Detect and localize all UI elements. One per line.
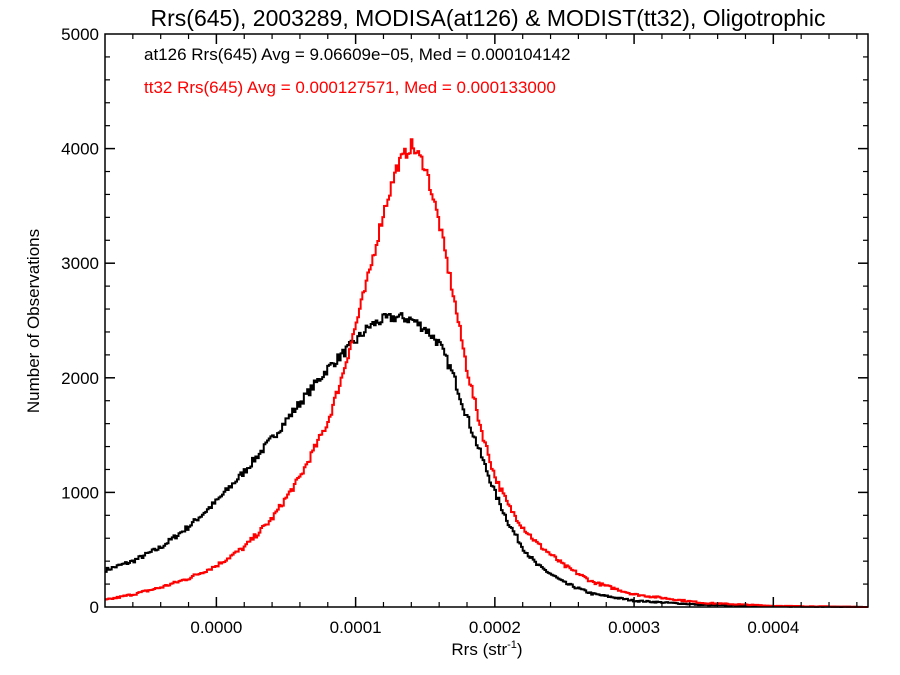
y-tick-label: 0	[90, 598, 99, 617]
ticks-layer	[105, 34, 868, 607]
y-tick-label: 5000	[61, 25, 99, 44]
y-tick-label: 1000	[61, 483, 99, 502]
x-tick-label: 0.0000	[190, 618, 242, 637]
chart-title: Rrs(645), 2003289, MODISA(at126) & MODIS…	[151, 5, 826, 31]
x-tick-label: 0.0002	[469, 618, 521, 637]
x-tick-label: 0.0004	[747, 618, 799, 637]
y-axis-label: Number of Observations	[24, 229, 43, 413]
annotation-tt32-stats: tt32 Rrs(645) Avg = 0.000127571, Med = 0…	[144, 78, 556, 97]
x-axis-label-superscript: -1	[507, 639, 517, 651]
x-tick-label: 0.0001	[330, 618, 382, 637]
y-tick-label: 2000	[61, 369, 99, 388]
plot-frame	[104, 33, 869, 608]
series-layer	[105, 138, 868, 608]
x-axis-label: Rrs (str-1)	[451, 639, 522, 659]
tick-labels: 0.0000 0.0001 0.0002 0.0003 0.0004 0 1000 2000 3…	[61, 25, 799, 637]
x-axis-label-close: )	[517, 640, 523, 659]
annotation-at126-stats: at126 Rrs(645) Avg = 9.06609e−05, Med = …	[144, 45, 570, 64]
y-tick-label: 4000	[61, 140, 99, 159]
y-tick-label: 3000	[61, 254, 99, 273]
x-tick-label: 0.0003	[608, 618, 660, 637]
x-axis-label-base: Rrs (str	[451, 640, 507, 659]
series-line-0	[105, 312, 868, 608]
series-line-1	[105, 138, 868, 608]
